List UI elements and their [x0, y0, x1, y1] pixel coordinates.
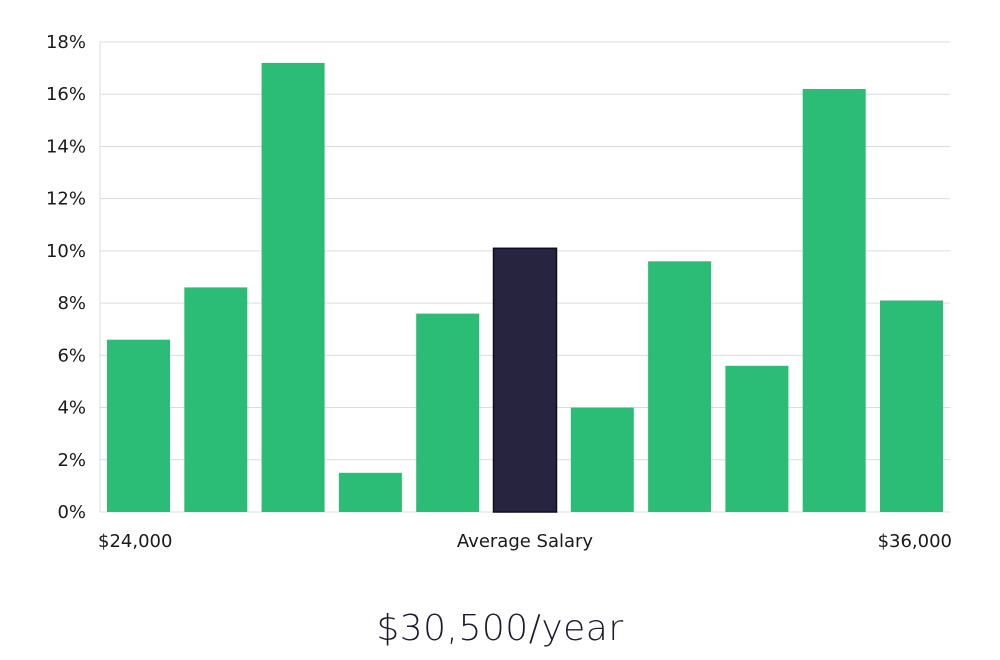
average-salary-value: $30,500/year [376, 608, 624, 649]
x-axis-end-label: $36,000 [878, 531, 952, 552]
bar-7 [570, 407, 634, 512]
x-axis-title: Average Salary [457, 531, 594, 552]
y-tick-label-0: 0% [57, 502, 86, 523]
bar-9 [725, 365, 789, 512]
y-tick-label-14: 14% [46, 136, 86, 157]
bar-11 [880, 300, 943, 512]
y-tick-label-12: 12% [46, 189, 86, 210]
salary-distribution-chart: 0% 2% 4% 6% 8% 10% 12% 14% 16% 18% $24,000 Averag… [46, 32, 952, 552]
y-axis-ticks: 0% 2% 4% 6% 8% 10% 12% 14% 16% 18% [46, 32, 86, 523]
bar-8 [648, 261, 712, 512]
y-tick-label-18: 18% [46, 32, 86, 53]
y-tick-label-6: 6% [57, 345, 86, 366]
bar-4 [338, 472, 402, 512]
bar-1 [107, 339, 170, 512]
y-tick-label-16: 16% [46, 84, 86, 105]
bar-average-salary [492, 247, 558, 513]
bar-10 [802, 89, 866, 512]
bar-layer [107, 62, 943, 513]
y-tick-label-8: 8% [57, 293, 86, 314]
y-tick-label-2: 2% [57, 450, 86, 471]
bar-2 [184, 287, 248, 512]
x-axis-start-label: $24,000 [98, 531, 172, 552]
y-tick-label-10: 10% [46, 241, 86, 262]
bar-3 [261, 62, 325, 513]
bar-5 [416, 313, 480, 512]
y-tick-label-4: 4% [57, 398, 86, 419]
